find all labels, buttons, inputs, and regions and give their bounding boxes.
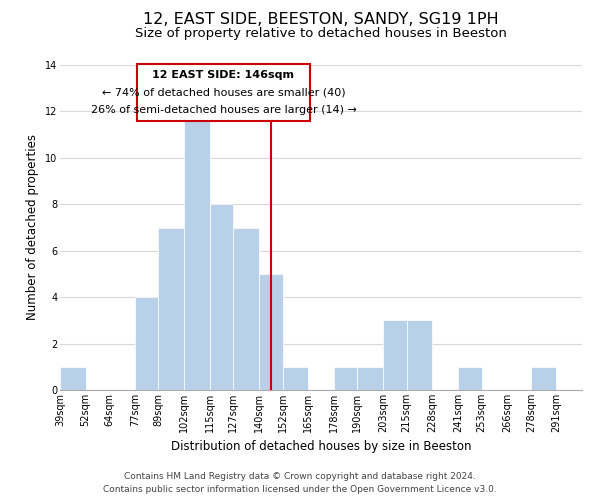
Text: 12, EAST SIDE, BEESTON, SANDY, SG19 1PH: 12, EAST SIDE, BEESTON, SANDY, SG19 1PH (143, 12, 499, 28)
FancyBboxPatch shape (137, 64, 310, 120)
Bar (184, 112, 210, 390)
Bar (358, 367, 383, 390)
Text: 12 EAST SIDE: 146sqm: 12 EAST SIDE: 146sqm (152, 70, 295, 81)
Y-axis label: Number of detached properties: Number of detached properties (26, 134, 39, 320)
Bar (283, 367, 308, 390)
Bar (334, 367, 358, 390)
Bar (531, 367, 556, 390)
Bar (458, 367, 482, 390)
Text: Size of property relative to detached houses in Beeston: Size of property relative to detached ho… (135, 28, 507, 40)
Bar (407, 320, 432, 390)
X-axis label: Distribution of detached houses by size in Beeston: Distribution of detached houses by size … (171, 440, 471, 454)
Bar (210, 204, 233, 390)
Text: Contains public sector information licensed under the Open Government Licence v3: Contains public sector information licen… (103, 485, 497, 494)
Bar (259, 274, 283, 390)
Bar (60, 367, 86, 390)
Text: Contains HM Land Registry data © Crown copyright and database right 2024.: Contains HM Land Registry data © Crown c… (124, 472, 476, 481)
Text: 26% of semi-detached houses are larger (14) →: 26% of semi-detached houses are larger (… (91, 104, 356, 115)
Bar (383, 320, 407, 390)
Text: ← 74% of detached houses are smaller (40): ← 74% of detached houses are smaller (40… (101, 88, 346, 98)
Bar (233, 228, 259, 390)
Bar (158, 228, 184, 390)
Bar (135, 297, 158, 390)
